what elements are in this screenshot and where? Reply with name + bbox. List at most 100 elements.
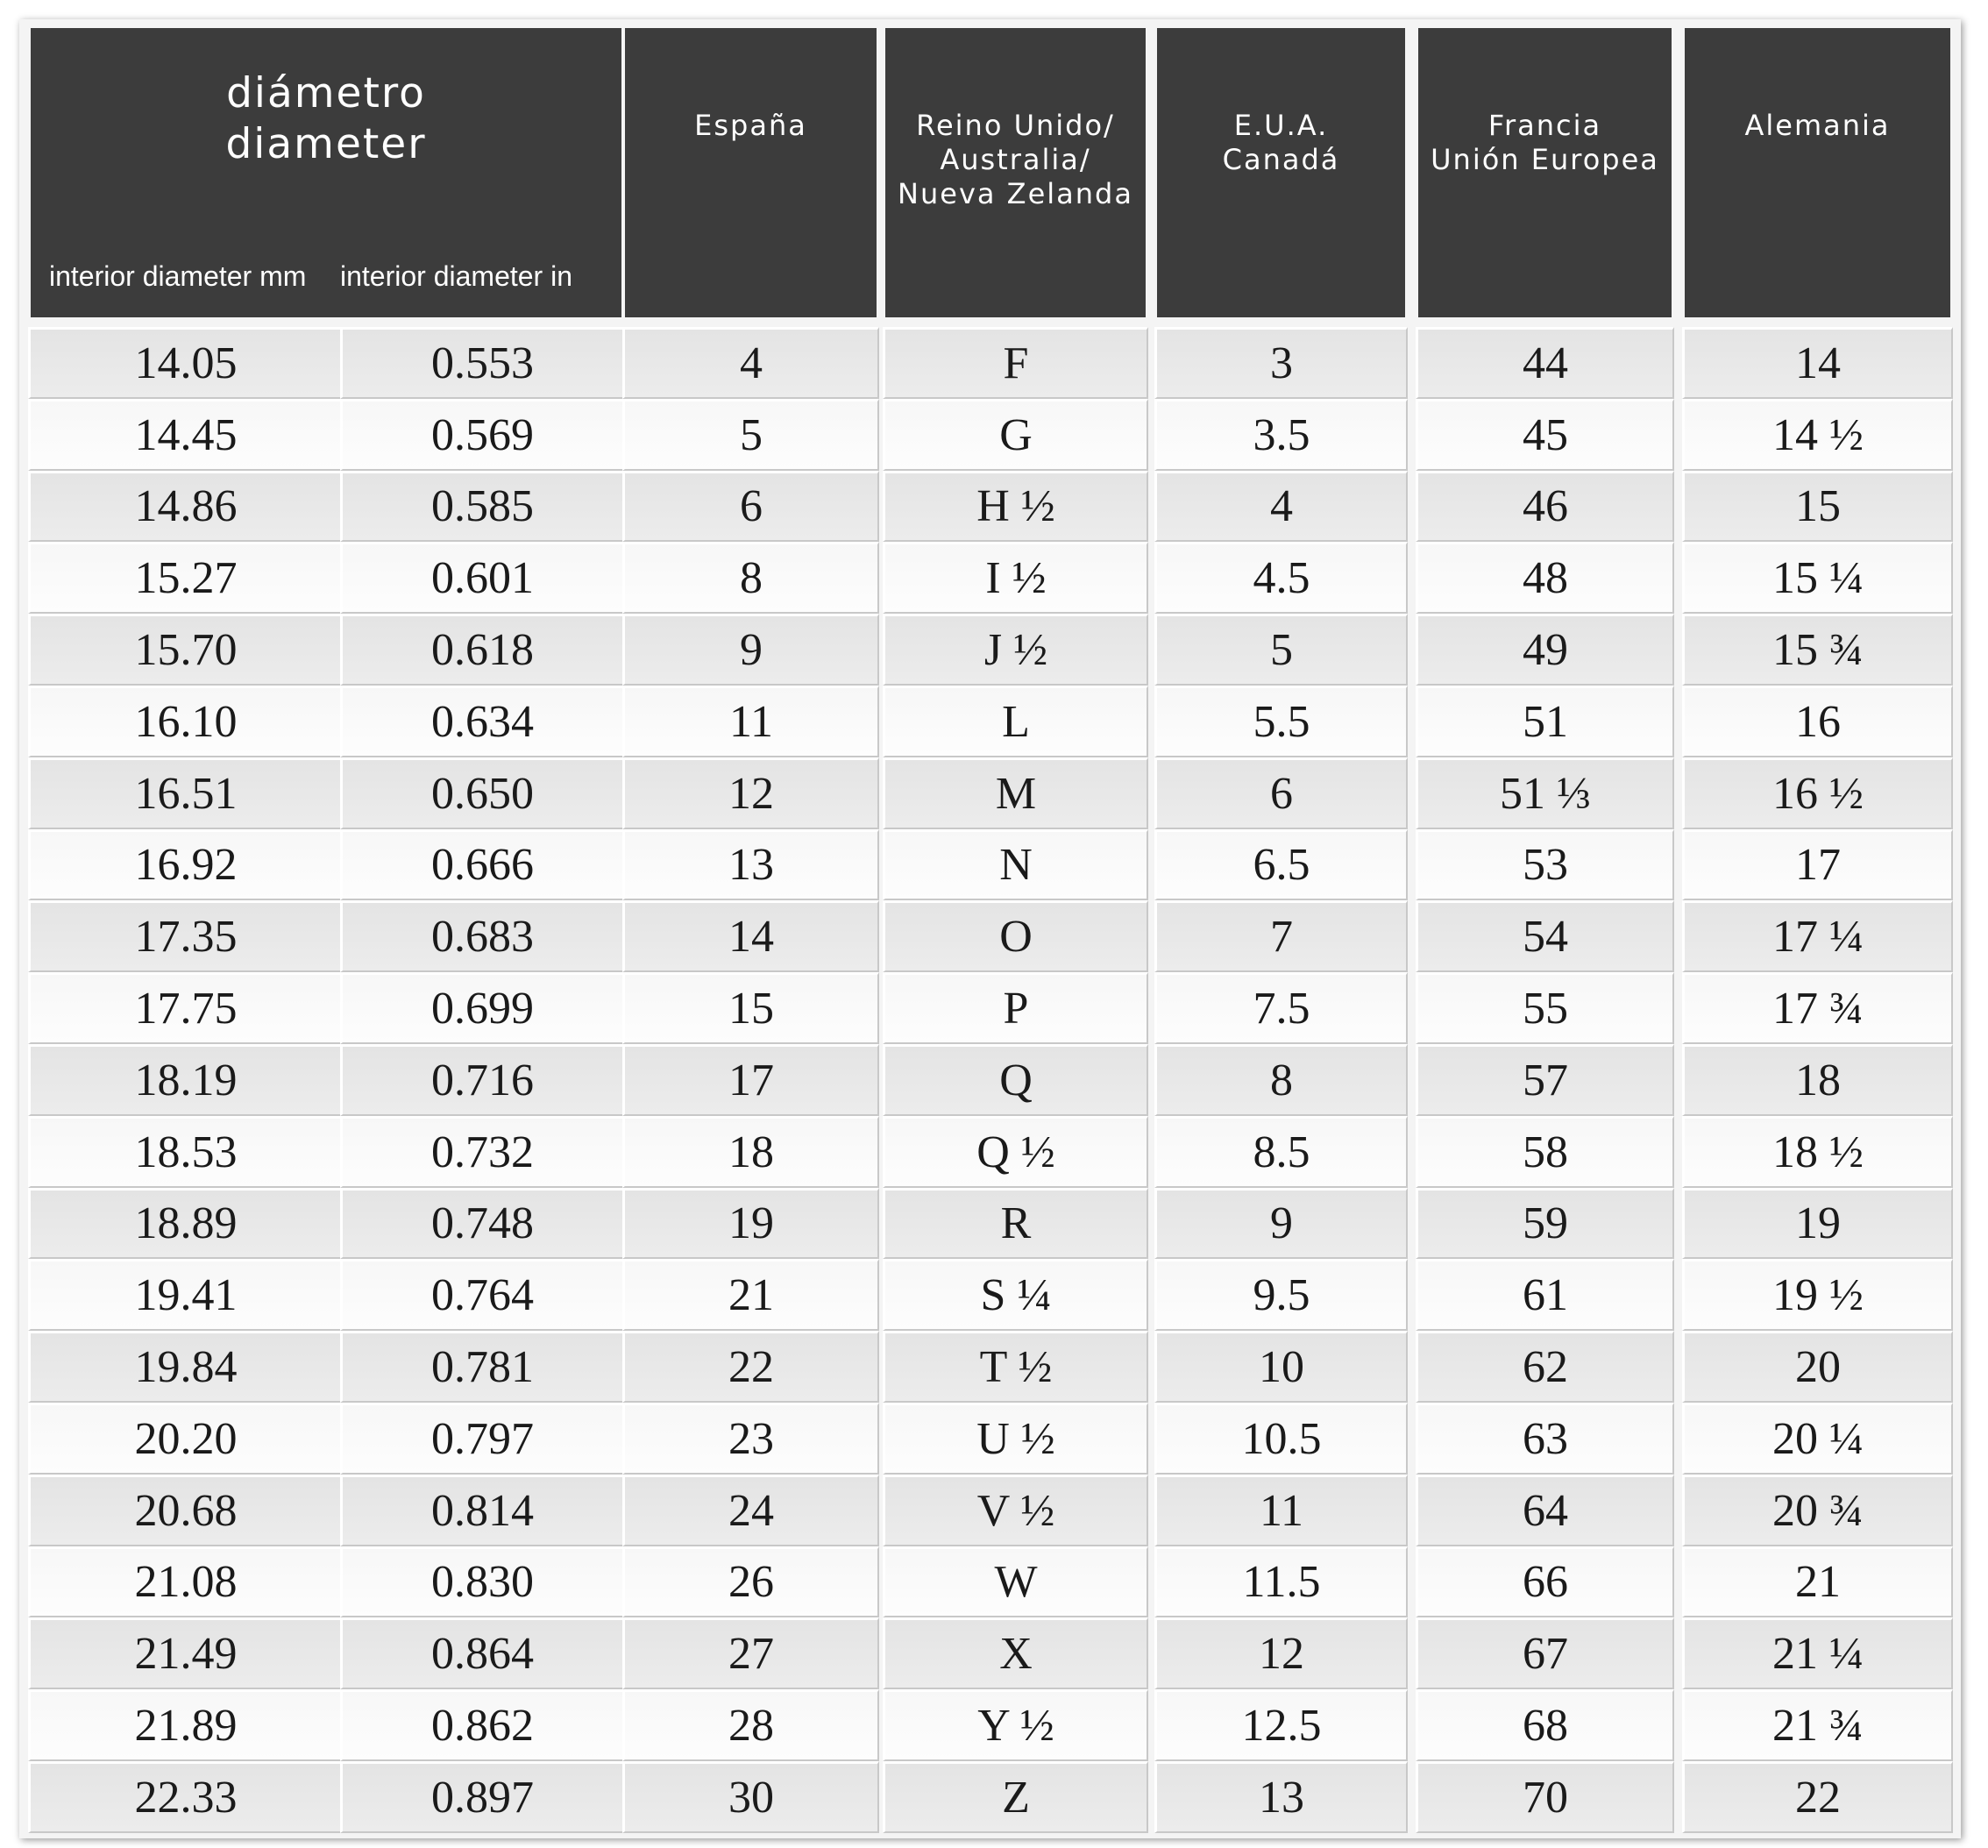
table-cell: 22 — [1682, 1761, 1953, 1833]
header-line: España — [694, 109, 807, 142]
table-cell: 18 ½ — [1682, 1115, 1953, 1188]
table-cell: 0.666 — [340, 828, 624, 901]
header-line: Australia/ — [940, 143, 1091, 176]
table-cell: 7.5 — [1154, 972, 1408, 1044]
table-cell: 14 — [1682, 327, 1953, 399]
table-cell: 6 — [1154, 757, 1408, 829]
header-column: España — [625, 28, 877, 317]
table-cell: 15.27 — [28, 542, 343, 615]
subheader: interior diameter mm — [49, 260, 307, 292]
header-column: Alemania — [1685, 28, 1950, 317]
table-cell: 3 — [1154, 327, 1408, 399]
table-cell: 53 — [1416, 828, 1674, 901]
table-cell: 46 — [1416, 470, 1674, 543]
table-cell: 17 — [1682, 828, 1953, 901]
table-cell: 11 — [622, 686, 879, 757]
table-cell: 55 — [1416, 972, 1674, 1044]
table-cell: 8 — [1154, 1044, 1408, 1116]
table-cell: 15 ¾ — [1682, 614, 1953, 686]
table-cell: T ½ — [883, 1331, 1148, 1403]
table-cell: 14.86 — [28, 470, 343, 543]
table-cell: W — [883, 1546, 1148, 1618]
table-cell: G — [883, 398, 1148, 471]
table-cell: 11 — [1154, 1474, 1408, 1546]
table-cell: 0.797 — [340, 1403, 624, 1475]
header-line: Francia — [1487, 109, 1602, 142]
table-cell: R — [883, 1187, 1148, 1260]
table-cell: 49 — [1416, 614, 1674, 686]
table-cell: 23 — [622, 1403, 879, 1475]
table-cell: 0.683 — [340, 900, 624, 973]
table-cell: L — [883, 686, 1148, 757]
table-cell: 13 — [1154, 1761, 1408, 1833]
header-title: diameter — [225, 120, 427, 168]
table-cell: 19 — [622, 1187, 879, 1260]
table-cell: 22 — [622, 1331, 879, 1403]
table-cell: 4 — [1154, 470, 1408, 543]
table-cell: 18 — [622, 1115, 879, 1188]
table-cell: 9 — [1154, 1187, 1408, 1260]
table-cell: 17.35 — [28, 900, 343, 973]
table-cell: 0.748 — [340, 1187, 624, 1260]
table-cell: 20 — [1682, 1331, 1953, 1403]
table-cell: 10 — [1154, 1331, 1408, 1403]
table-cell: S ¼ — [883, 1259, 1148, 1332]
table-cell: 61 — [1416, 1259, 1674, 1332]
header-column: E.U.A. Canadá — [1157, 28, 1405, 317]
table-cell: 10.5 — [1154, 1403, 1408, 1475]
table-cell: 14.05 — [28, 327, 343, 399]
table-cell: 63 — [1416, 1403, 1674, 1475]
table-cell: 20.20 — [28, 1403, 343, 1475]
table-cell: 20 ¾ — [1682, 1474, 1953, 1546]
table-cell: 5 — [1154, 614, 1408, 686]
table-cell: N — [883, 828, 1148, 901]
table-cell: 20 ¼ — [1682, 1403, 1953, 1475]
table-cell: P — [883, 972, 1148, 1044]
header-line: Unión Europea — [1431, 143, 1659, 176]
table-cell: 19.84 — [28, 1331, 343, 1403]
table-cell: 21 — [1682, 1546, 1953, 1618]
table-cell: 0.781 — [340, 1331, 624, 1403]
table-cell: 0.585 — [340, 470, 624, 543]
table-cell: V ½ — [883, 1474, 1148, 1546]
table-cell: 0.764 — [340, 1259, 624, 1332]
table-cell: 13 — [622, 828, 879, 901]
table-cell: Q ½ — [883, 1115, 1148, 1188]
table-cell: Z — [883, 1761, 1148, 1833]
table-cell: 51 ⅓ — [1416, 757, 1674, 829]
table-cell: 16.10 — [28, 686, 343, 757]
header-line: Alemania — [1744, 109, 1891, 142]
table-cell: 16.51 — [28, 757, 343, 829]
table-cell: 5 — [622, 398, 879, 471]
table-cell: 45 — [1416, 398, 1674, 471]
header-column: Francia Unión Europea — [1418, 28, 1672, 317]
table-cell: 18.53 — [28, 1115, 343, 1188]
table-cell: 15 ¼ — [1682, 542, 1953, 615]
table-cell: 17 ¾ — [1682, 972, 1953, 1044]
table-cell: 21.89 — [28, 1689, 343, 1761]
table-cell: 21 ¼ — [1682, 1617, 1953, 1690]
table-cell: 64 — [1416, 1474, 1674, 1546]
header-line: E.U.A. — [1233, 109, 1329, 142]
table-cell: 0.830 — [340, 1546, 624, 1618]
table-cell: 0.862 — [340, 1689, 624, 1761]
table-cell: 18.19 — [28, 1044, 343, 1116]
table-cell: 26 — [622, 1546, 879, 1618]
table-cell: 14 — [622, 900, 879, 973]
table-cell: Q — [883, 1044, 1148, 1116]
table-cell: 4.5 — [1154, 542, 1408, 615]
table-cell: 3.5 — [1154, 398, 1408, 471]
header-column: Reino Unido/Australia/Nueva Zelanda — [885, 28, 1146, 317]
table-cell: F — [883, 327, 1148, 399]
table-cell: 14.45 — [28, 398, 343, 471]
table-cell: 12 — [622, 757, 879, 829]
header-line: Reino Unido/ — [916, 109, 1115, 142]
table-cell: 28 — [622, 1689, 879, 1761]
table-cell: 0.897 — [340, 1761, 624, 1833]
table-cell: 0.814 — [340, 1474, 624, 1546]
header-title: diámetro — [226, 69, 426, 117]
table-cell: 0.864 — [340, 1617, 624, 1690]
table-cell: 0.553 — [340, 327, 624, 399]
table-cell: 62 — [1416, 1331, 1674, 1403]
